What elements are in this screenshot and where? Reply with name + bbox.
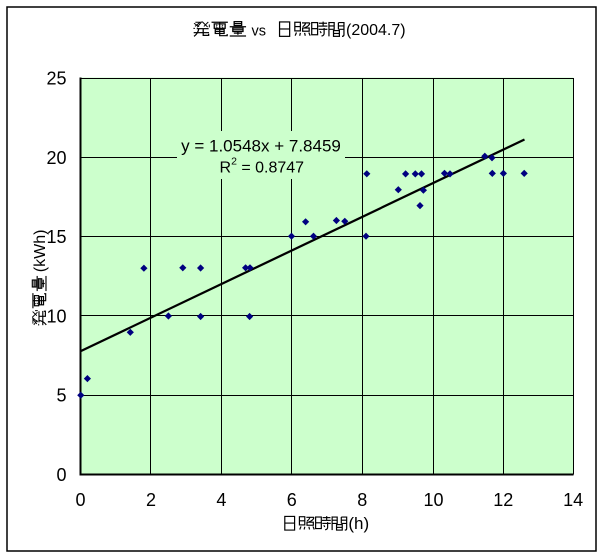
svg-text:vs: vs [252, 24, 267, 40]
svg-text:6: 6 [287, 490, 297, 510]
svg-text:25: 25 [46, 69, 66, 89]
svg-text:(h): (h) [348, 514, 369, 533]
svg-text:0: 0 [56, 465, 66, 485]
svg-text:10: 10 [423, 490, 443, 510]
svg-text:0: 0 [75, 490, 85, 510]
svg-text:8: 8 [357, 490, 367, 510]
svg-text:10: 10 [46, 306, 66, 326]
svg-text:R2 = 0.8747: R2 = 0.8747 [220, 155, 305, 176]
svg-text:4: 4 [216, 490, 226, 510]
svg-text:y = 1.0548x + 7.8459: y = 1.0548x + 7.8459 [181, 137, 341, 156]
svg-text:14: 14 [563, 490, 583, 510]
svg-text:(2004.7): (2004.7) [346, 22, 406, 39]
svg-text:15: 15 [46, 227, 66, 247]
svg-text:5: 5 [56, 386, 66, 406]
svg-text:20: 20 [46, 148, 66, 168]
svg-text:2: 2 [146, 490, 156, 510]
svg-text:12: 12 [493, 490, 513, 510]
svg-text:(kWh): (kWh) [32, 230, 49, 273]
